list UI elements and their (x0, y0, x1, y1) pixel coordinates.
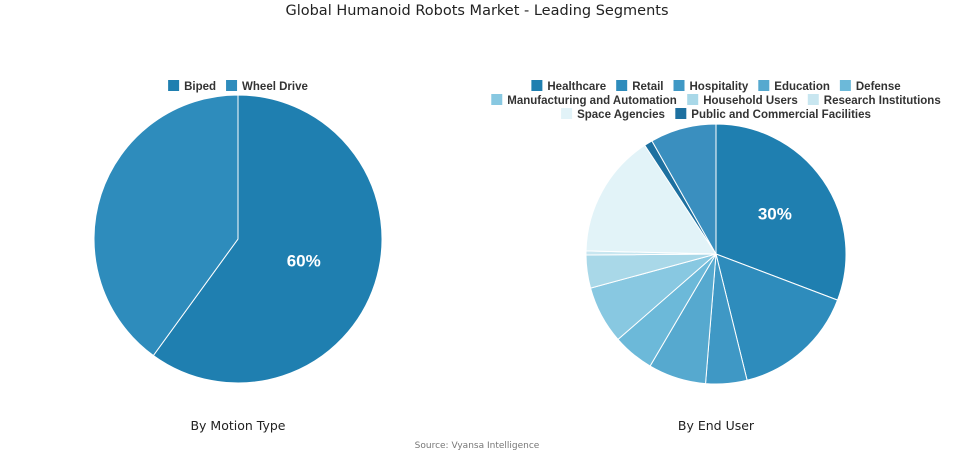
legend-swatch (561, 108, 573, 119)
legend-label: Manufacturing and Automation (507, 95, 677, 107)
legend: Healthcare Retail Hospitality Education Defe… (491, 80, 941, 121)
legend-label: Biped (184, 81, 216, 93)
legend-item-household-users: Household Users (687, 94, 798, 107)
pie-chart-end-user: 30% Healthcare Retail Hospitality Education D… (491, 80, 941, 433)
legend-item-space-agencies: Space Agencies (561, 108, 665, 121)
legend-label: Space Agencies (577, 109, 665, 121)
legend-swatch (491, 94, 503, 105)
chart-title: Global Humanoid Robots Market - Leading … (285, 3, 668, 19)
pie-slices (585, 123, 847, 385)
legend-item-defense: Defense (839, 80, 901, 93)
legend-label: Retail (632, 81, 663, 93)
pie-slice-space-agencies-8 (585, 144, 717, 255)
legend-label: Wheel Drive (242, 81, 308, 93)
legend-item-education: Education (758, 80, 830, 93)
legend-label: Household Users (703, 95, 798, 107)
pie-subtitle: By End User (678, 418, 755, 433)
pie-slice-wheel-drive-1 (93, 94, 239, 357)
pie-slice-healthcare-0 (715, 123, 847, 301)
legend-swatch (168, 80, 180, 91)
legend-label: Defense (856, 81, 901, 93)
legend-swatch (758, 80, 770, 91)
legend-item-wheel-drive: Wheel Drive (226, 80, 308, 93)
pie-chart-motion-type: 60% Biped Wheel Drive By Motion Type (93, 80, 383, 433)
data-label-biped: 60% (287, 251, 321, 270)
legend: Biped Wheel Drive (168, 80, 308, 93)
legend-item-biped: Biped (168, 80, 216, 93)
legend-swatch (687, 94, 699, 105)
pie-slice-biped-0 (152, 94, 383, 384)
legend-label: Hospitality (690, 81, 749, 93)
data-label-healthcare: 30% (758, 204, 792, 223)
legend-label: Healthcare (547, 81, 606, 93)
pie-slice-retail-1 (715, 253, 839, 381)
legend-swatch (673, 80, 685, 91)
legend-label: Education (774, 81, 830, 93)
legend-item-retail: Retail (616, 80, 664, 93)
legend-label: Public and Commercial Facilities (691, 109, 871, 121)
legend-swatch (807, 94, 819, 105)
legend-swatch (531, 80, 543, 91)
legend-swatch (226, 80, 238, 91)
pie-subtitle: By Motion Type (190, 418, 285, 433)
legend-swatch (675, 108, 687, 119)
pie-slices (93, 94, 383, 384)
legend-item-public-and-commercial-facilities: Public and Commercial Facilities (675, 108, 871, 121)
pie-slice-segment-10-10 (651, 123, 717, 256)
legend-item-healthcare: Healthcare (531, 80, 606, 93)
legend-item-research-institutions: Research Institutions (807, 94, 941, 107)
legend-item-manufacturing-and-automation: Manufacturing and Automation (491, 94, 677, 107)
legend-item-hospitality: Hospitality (673, 80, 749, 93)
legend-label: Research Institutions (824, 95, 941, 107)
source-note: Source: Vyansa Intelligence (415, 441, 540, 451)
legend-swatch (839, 80, 851, 91)
legend-swatch (616, 80, 628, 91)
